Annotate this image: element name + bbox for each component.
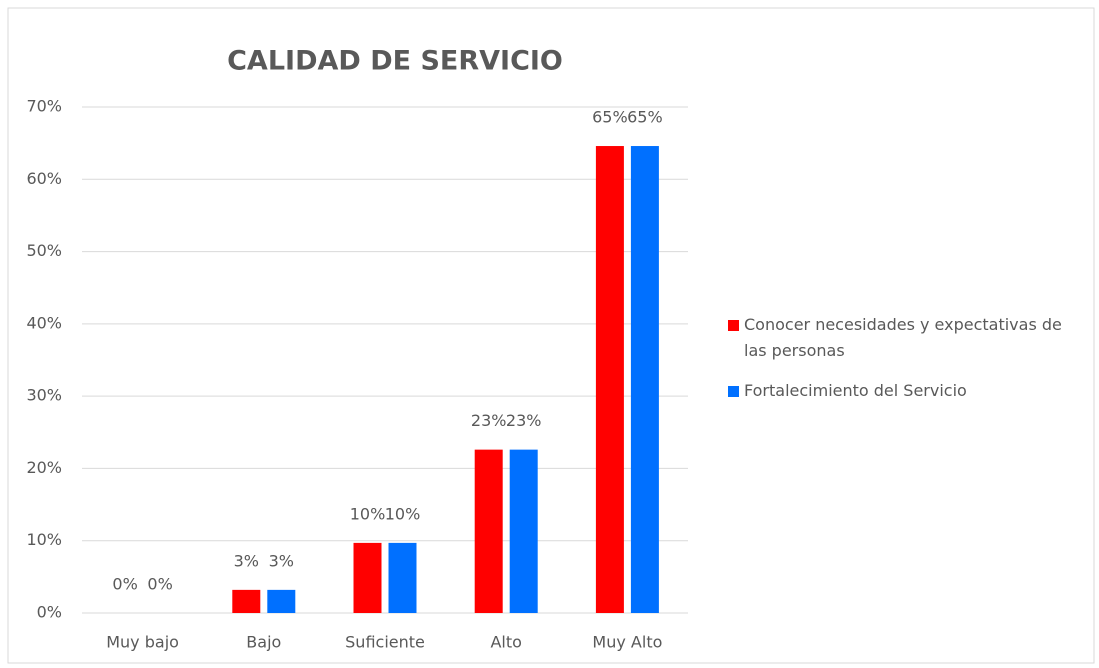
- data-label: 65%: [627, 108, 663, 127]
- legend-swatch: [728, 386, 739, 397]
- x-tick-label: Bajo: [246, 633, 281, 652]
- y-tick-label: 20%: [26, 458, 62, 477]
- legend-item: Fortalecimiento del Servicio: [728, 378, 1088, 404]
- data-label: 10%: [350, 504, 386, 523]
- data-label: 65%: [592, 108, 628, 127]
- bar: [474, 449, 503, 613]
- chart-title: CALIDAD DE SERVICIO: [227, 46, 563, 77]
- legend-item: Conocer necesidades y expectativas de la…: [728, 312, 1088, 364]
- data-label: 0%: [147, 575, 172, 594]
- data-label: 3%: [269, 551, 294, 570]
- x-tick-label: Alto: [490, 633, 521, 652]
- y-tick-label: 30%: [26, 386, 62, 405]
- legend: Conocer necesidades y expectativas de la…: [728, 312, 1088, 418]
- x-tick-label: Suficiente: [345, 633, 425, 652]
- data-label: 3%: [234, 551, 259, 570]
- bar: [630, 146, 659, 613]
- bar: [232, 589, 261, 613]
- legend-label: Conocer necesidades y expectativas de la…: [744, 315, 1062, 360]
- y-tick-label: 0%: [37, 603, 62, 622]
- data-label: 23%: [471, 411, 507, 430]
- x-tick-label: Muy Alto: [592, 633, 662, 652]
- data-label: 23%: [506, 411, 542, 430]
- y-tick-label: 10%: [26, 530, 62, 549]
- x-tick-label: Muy bajo: [106, 633, 179, 652]
- legend-label: Fortalecimiento del Servicio: [744, 381, 967, 400]
- bar: [353, 542, 382, 613]
- y-tick-label: 60%: [26, 169, 62, 188]
- y-tick-label: 40%: [26, 313, 62, 332]
- y-tick-label: 50%: [26, 241, 62, 260]
- bar: [388, 542, 417, 613]
- bar: [267, 589, 296, 613]
- data-label: 10%: [385, 504, 421, 523]
- bar: [595, 146, 624, 613]
- data-label: 0%: [112, 575, 137, 594]
- bar: [509, 449, 538, 613]
- y-tick-label: 70%: [26, 97, 62, 116]
- legend-swatch: [728, 320, 739, 331]
- chart-border: [7, 7, 1095, 664]
